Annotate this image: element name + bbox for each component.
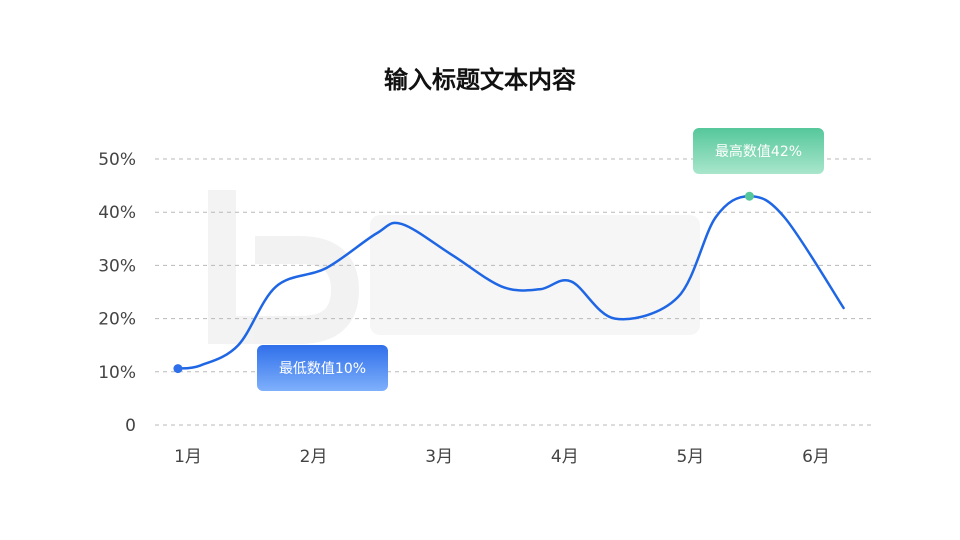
x-tick-label: 1月 [174, 447, 202, 467]
watermark-logo [208, 190, 700, 344]
y-tick-label: 10% [98, 363, 136, 383]
annotation-points [173, 191, 754, 374]
x-tick-label: 6月 [802, 447, 830, 467]
x-tick-label: 4月 [551, 447, 579, 467]
y-tick-label: 40% [98, 203, 136, 223]
y-tick-label: 30% [98, 256, 136, 276]
y-tick-label: 50% [98, 150, 136, 170]
min-value-callout: 最低数值10% [257, 345, 388, 391]
series-line [176, 194, 845, 370]
annotation-point [173, 364, 183, 374]
chart-title: 输入标题文本内容 [384, 66, 576, 94]
x-tick-label: 5月 [676, 447, 704, 467]
annotation-point [744, 191, 754, 201]
max-value-callout: 最高数值42% [693, 128, 824, 174]
x-axis-ticks: 1月 2月 3月 4月 5月 6月 [174, 447, 830, 467]
x-tick-label: 2月 [300, 447, 328, 467]
y-tick-label: 0 [125, 416, 136, 436]
x-tick-label: 3月 [425, 447, 453, 467]
y-tick-label: 20% [98, 310, 136, 330]
y-axis-ticks: 50% 40% 30% 20% 10% 0 [98, 150, 136, 436]
